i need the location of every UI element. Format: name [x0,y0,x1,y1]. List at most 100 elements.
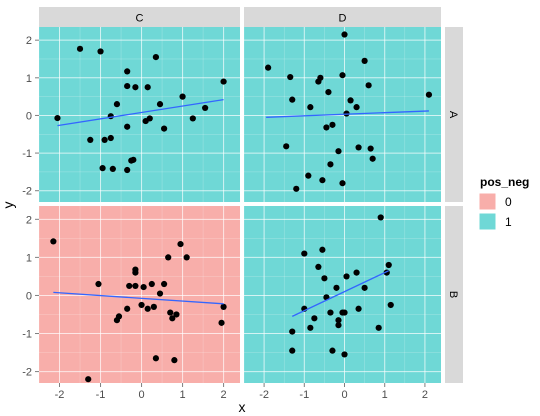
data-point [361,57,368,64]
x-tick-label: 1 [180,389,186,401]
data-point [385,261,392,269]
panel-background [39,27,240,202]
legend: pos_neg 0 1 [478,175,529,231]
data-point [115,313,123,320]
data-point [329,121,336,128]
fit-line [53,291,224,305]
data-point [132,269,139,276]
data-point [132,84,139,91]
y-tick-label: -1 [22,148,32,160]
data-point [152,355,160,362]
data-point [173,311,180,318]
data-point [152,54,160,61]
legend-title: pos_neg [480,175,529,189]
data-point [353,269,360,276]
data-point [341,351,348,358]
column-strip-D [244,7,441,27]
data-point [124,305,131,312]
column-strip-C [39,7,240,27]
data-point [387,301,394,309]
data-point [76,45,84,52]
data-point [50,238,57,245]
data-point [202,104,209,112]
x-axis-label: x [239,399,246,415]
x-tick-label: 0 [341,389,347,401]
legend-key-0 [478,192,497,211]
data-point [177,240,184,248]
data-point [323,124,330,131]
data-point [289,96,296,103]
data-point [124,123,131,130]
data-point [335,148,342,155]
x-tick-label: 1 [382,389,388,401]
data-point [333,284,340,291]
y-tick-label: 1 [26,73,32,85]
data-point [156,290,164,297]
data-point [287,73,294,81]
data-point [315,263,322,271]
data-point [171,357,178,364]
row-strip-label-A: A [447,111,459,119]
data-point [265,64,272,71]
data-point [146,115,153,122]
y-tick-label: -2 [22,367,32,379]
data-point [183,254,190,261]
data-point [425,91,433,98]
data-point [305,172,312,179]
data-point [355,144,362,151]
row-strip-A [445,27,463,202]
data-point [317,74,324,81]
panel-B-D [243,206,441,383]
data-point [140,283,147,291]
fit-line [57,98,224,127]
data-point [283,143,290,150]
column-strip-label-C: C [136,13,144,25]
data-point [341,31,348,38]
data-point [113,101,121,108]
data-point [327,309,334,316]
data-point [144,84,151,91]
data-point [341,309,348,316]
y-tick-label: 1 [26,252,32,264]
data-point [367,145,374,152]
data-point [335,322,342,329]
x-tick-label: 2 [422,389,428,401]
data-point [85,376,92,383]
data-point [54,114,61,122]
y-tick-label: -2 [22,186,32,198]
row-strip-B [445,206,463,383]
legend-label-0: 0 [505,195,512,209]
x-tick-label: -2 [259,389,269,401]
column-strip-label-D: D [339,13,347,25]
data-point [301,250,308,257]
data-point [124,82,131,90]
data-point [107,113,114,120]
panel-A-C [38,27,240,202]
data-point [307,324,314,331]
legend-key-1 [478,212,497,231]
x-tick-label: 2 [221,389,227,401]
data-point [126,282,133,290]
x-tick-label: 0 [138,389,144,401]
data-point [327,161,334,168]
data-point [377,214,384,221]
data-point [124,68,131,75]
data-point [132,282,139,290]
data-point [156,101,164,108]
data-point [220,78,227,85]
panel-background [39,206,240,383]
data-point [107,134,114,142]
data-point [365,82,372,89]
y-tick-label: -1 [22,329,32,341]
data-point [355,305,362,312]
y-tick-label: 2 [26,35,32,47]
data-point [179,93,186,100]
data-point [220,303,227,310]
data-point [293,185,300,192]
data-point [311,315,318,322]
data-point [87,136,94,144]
axes-layer: -2 -1 0 1 2 -2 -1 0 1 2 -2 -1 0 1 2 -2 -1 0 1 2 [22,35,428,401]
data-point [347,97,354,104]
fit-line [266,110,429,118]
